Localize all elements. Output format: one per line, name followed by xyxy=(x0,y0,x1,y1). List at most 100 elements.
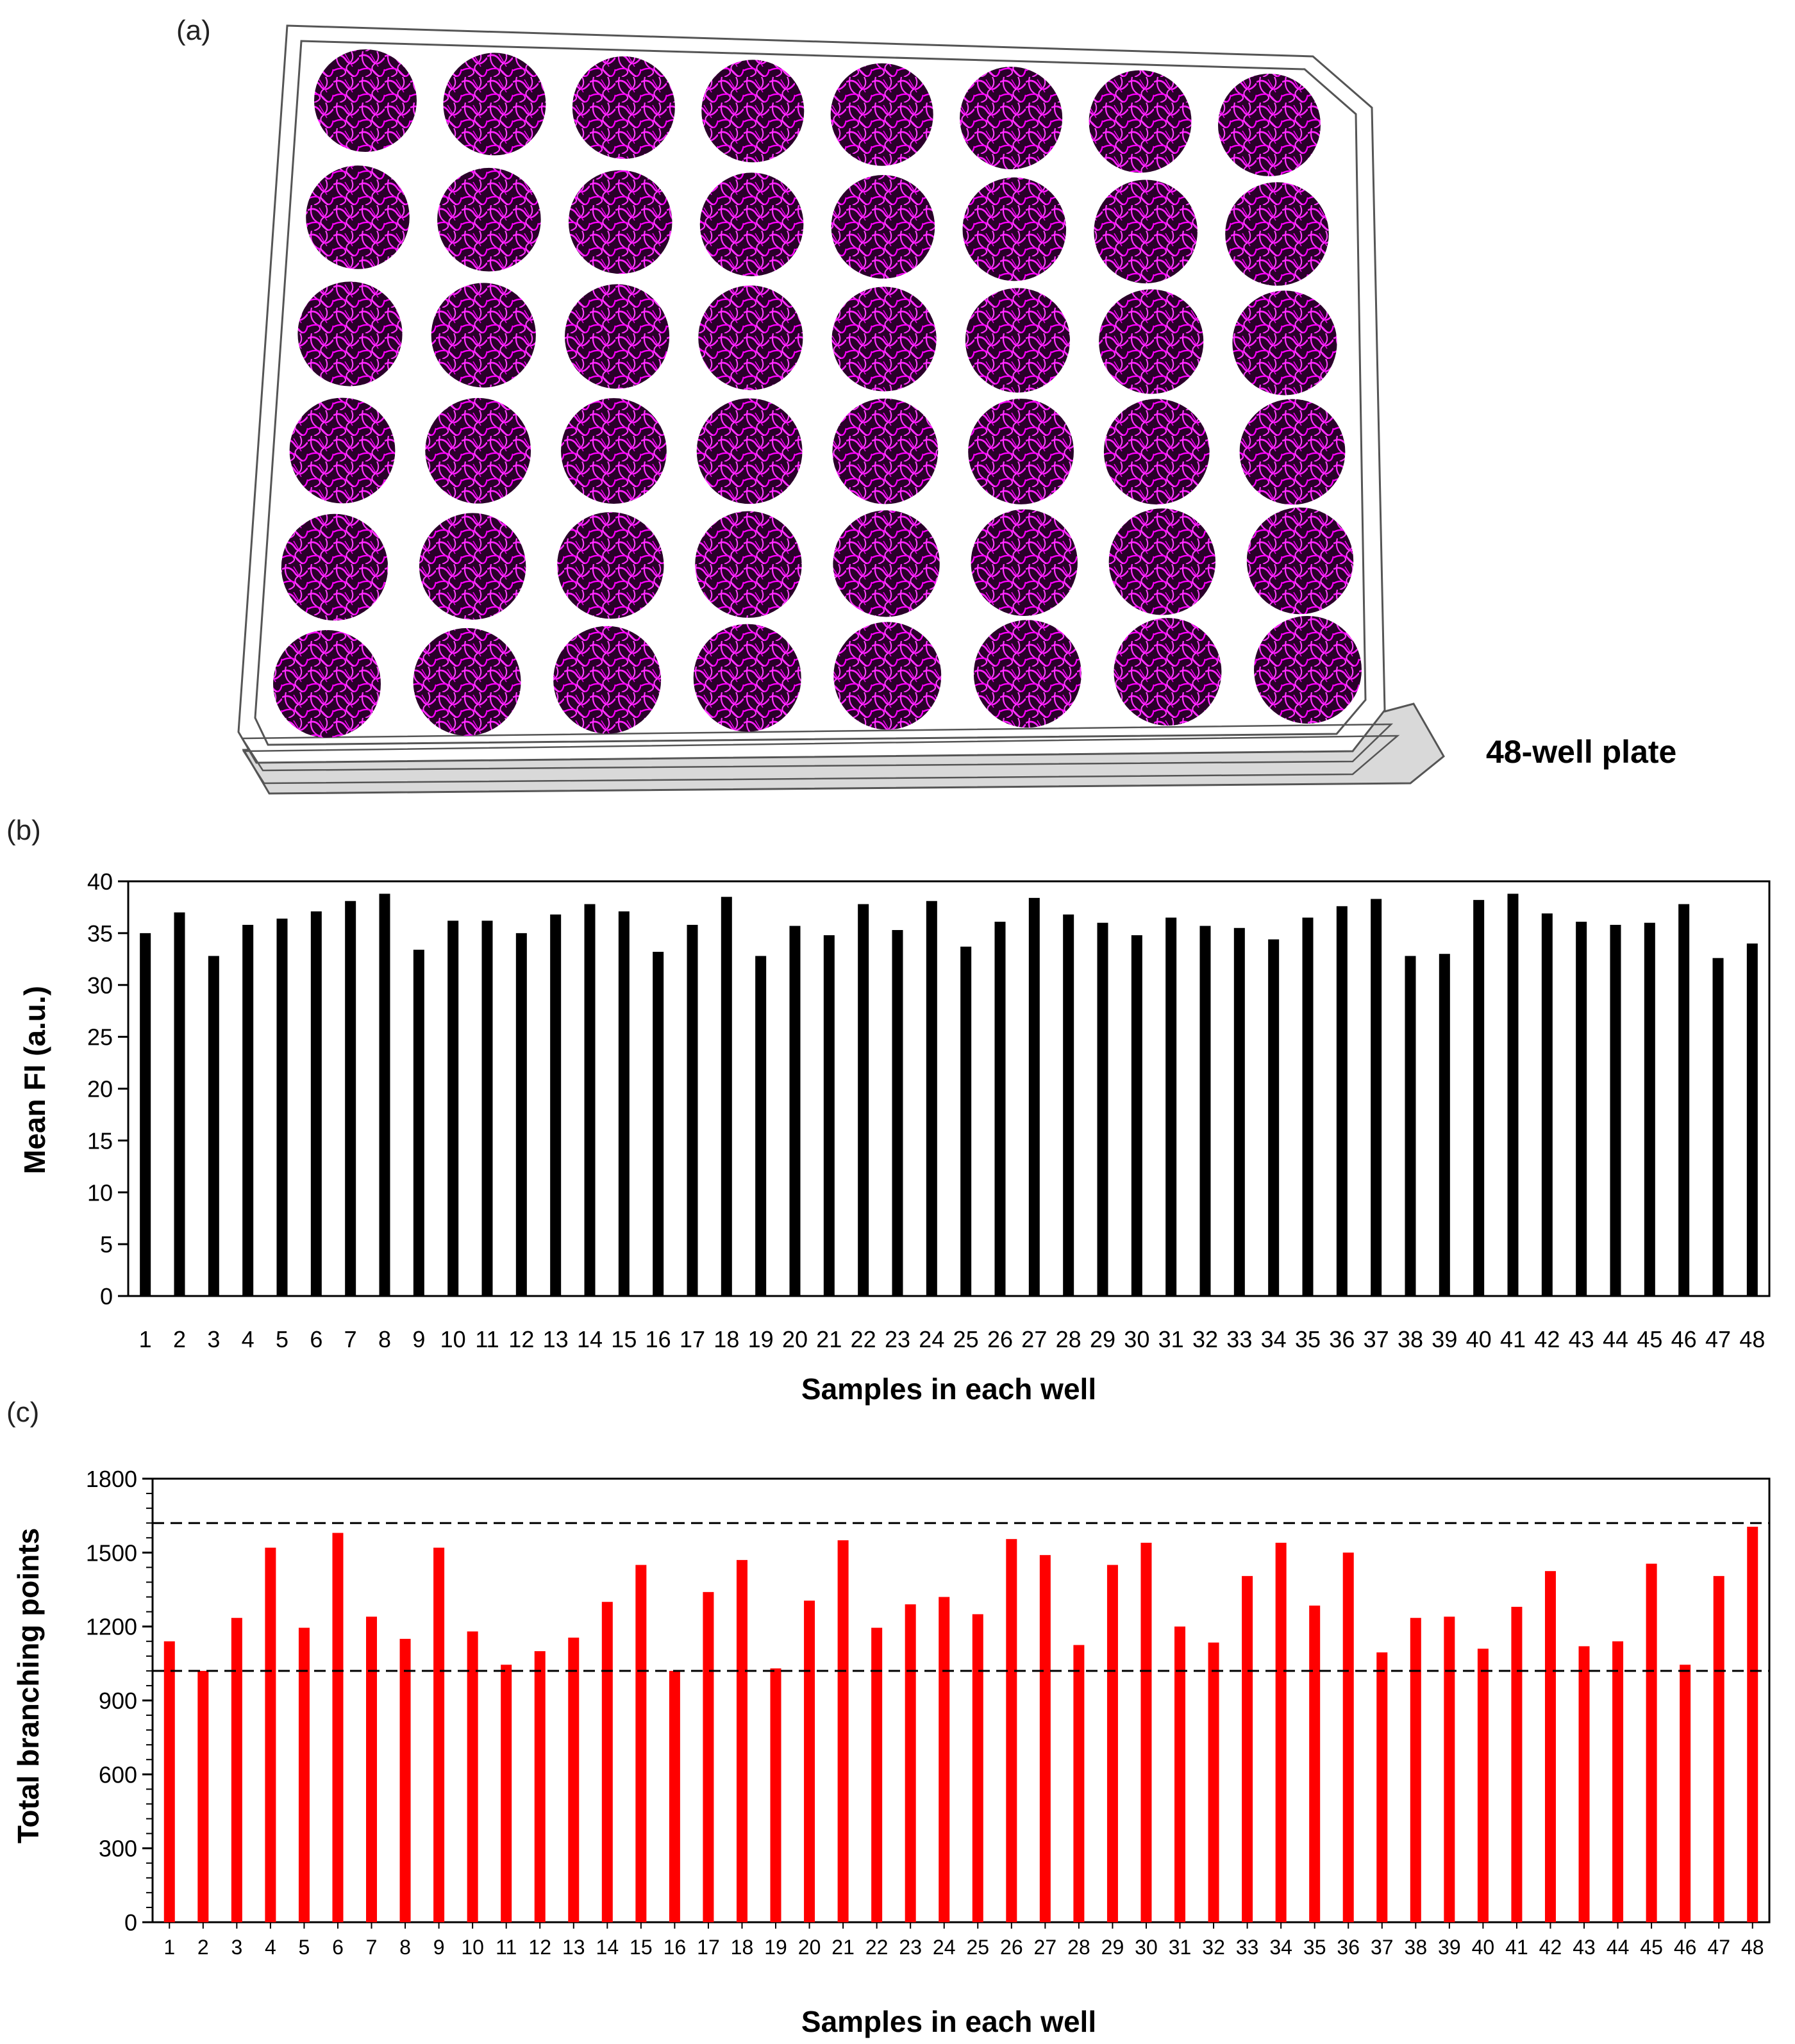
bar xyxy=(1646,1563,1657,1922)
x-tick-label: 23 xyxy=(899,1936,922,1959)
y-tick-label: 1800 xyxy=(86,1466,137,1492)
x-tick-label: 24 xyxy=(919,1326,944,1352)
bar xyxy=(1376,1652,1388,1922)
x-tick-label: 43 xyxy=(1573,1936,1596,1959)
bar xyxy=(1678,904,1690,1296)
x-tick-label: 27 xyxy=(1021,1326,1047,1352)
chart-c-ylabel: Total branching points xyxy=(12,1528,45,1843)
bar xyxy=(163,1641,175,1922)
bar xyxy=(1680,1665,1691,1922)
well xyxy=(1089,70,1192,173)
bar xyxy=(789,926,801,1296)
x-tick-label: 19 xyxy=(748,1326,774,1352)
well xyxy=(696,398,803,504)
well-plate: 48-well plate xyxy=(237,24,1676,795)
x-tick-label: 35 xyxy=(1303,1936,1326,1959)
x-tick-label: 24 xyxy=(933,1936,956,1959)
bar xyxy=(550,914,562,1296)
x-tick-label: 23 xyxy=(885,1326,910,1352)
chart-b-xlabel: Samples in each well xyxy=(801,1372,1096,1406)
y-tick-label: 600 xyxy=(99,1761,137,1788)
x-tick-label: 3 xyxy=(207,1326,220,1352)
bar xyxy=(972,1614,983,1922)
well xyxy=(425,397,531,504)
x-tick-label: 8 xyxy=(399,1936,411,1959)
bar xyxy=(1405,956,1416,1296)
well xyxy=(831,287,937,392)
bar xyxy=(960,946,972,1296)
x-tick-label: 5 xyxy=(299,1936,310,1959)
x-tick-label: 29 xyxy=(1090,1326,1115,1352)
bar xyxy=(1302,917,1314,1296)
x-tick-label: 8 xyxy=(378,1326,391,1352)
x-tick-label: 42 xyxy=(1539,1936,1562,1959)
y-tick-label: 0 xyxy=(100,1283,113,1309)
x-tick-label: 36 xyxy=(1337,1936,1360,1959)
y-tick-label: 40 xyxy=(87,868,113,895)
x-tick-label: 6 xyxy=(332,1936,344,1959)
x-tick-label: 26 xyxy=(987,1326,1013,1352)
bar xyxy=(399,1638,411,1922)
x-tick-label: 13 xyxy=(543,1326,569,1352)
bar xyxy=(1371,899,1382,1296)
x-tick-label: 47 xyxy=(1707,1936,1730,1959)
y-tick-label: 20 xyxy=(87,1076,113,1102)
x-tick-label: 20 xyxy=(798,1936,821,1959)
well xyxy=(568,170,672,274)
bar xyxy=(413,949,424,1296)
plot-frame xyxy=(127,880,1771,1297)
well xyxy=(557,511,664,619)
well xyxy=(1246,507,1354,615)
x-tick-label: 22 xyxy=(851,1326,876,1352)
y-tick-label: 25 xyxy=(87,1024,113,1051)
bar xyxy=(208,956,219,1296)
bar xyxy=(197,1670,209,1922)
well xyxy=(693,624,801,732)
x-tick-label: 35 xyxy=(1295,1326,1321,1352)
well xyxy=(1254,616,1362,724)
bar xyxy=(892,930,903,1296)
x-tick-label: 42 xyxy=(1534,1326,1560,1352)
well xyxy=(564,284,670,389)
x-tick-label: 13 xyxy=(562,1936,585,1959)
bar xyxy=(858,904,869,1296)
x-tick-label: 38 xyxy=(1398,1326,1423,1352)
x-tick-label: 25 xyxy=(966,1936,989,1959)
y-tick-label: 900 xyxy=(99,1688,137,1714)
x-tick-label: 15 xyxy=(630,1936,653,1959)
bar xyxy=(770,1668,781,1922)
bar xyxy=(1439,954,1450,1296)
x-tick-label: 39 xyxy=(1438,1936,1461,1959)
well xyxy=(832,398,939,504)
bar xyxy=(1174,1626,1186,1922)
bar xyxy=(1747,1526,1758,1922)
bar xyxy=(1444,1616,1455,1922)
well xyxy=(833,510,940,617)
x-tick-label: 33 xyxy=(1236,1936,1259,1959)
x-tick-label: 18 xyxy=(714,1326,739,1352)
bar xyxy=(231,1618,242,1922)
x-tick-label: 4 xyxy=(265,1936,276,1959)
y-tick-label: 1200 xyxy=(86,1614,137,1640)
x-tick-label: 3 xyxy=(231,1936,242,1959)
x-tick-label: 22 xyxy=(865,1936,889,1959)
x-tick-label: 25 xyxy=(953,1326,979,1352)
well xyxy=(1108,508,1216,615)
bar xyxy=(926,901,937,1296)
x-tick-label: 9 xyxy=(412,1326,425,1352)
well xyxy=(698,285,803,390)
bar xyxy=(939,1597,950,1922)
x-tick-label: 26 xyxy=(1000,1936,1023,1959)
well xyxy=(831,175,935,279)
bar xyxy=(310,911,322,1296)
bar xyxy=(1644,922,1655,1296)
y-tick-label: 10 xyxy=(87,1179,113,1206)
bar xyxy=(837,1540,849,1922)
x-tick-label: 28 xyxy=(1056,1326,1081,1352)
bar xyxy=(804,1600,815,1922)
bar xyxy=(1578,1646,1590,1922)
x-tick-label: 12 xyxy=(508,1326,534,1352)
x-tick-label: 38 xyxy=(1405,1936,1428,1959)
x-tick-label: 33 xyxy=(1226,1326,1252,1352)
bar xyxy=(379,893,390,1296)
